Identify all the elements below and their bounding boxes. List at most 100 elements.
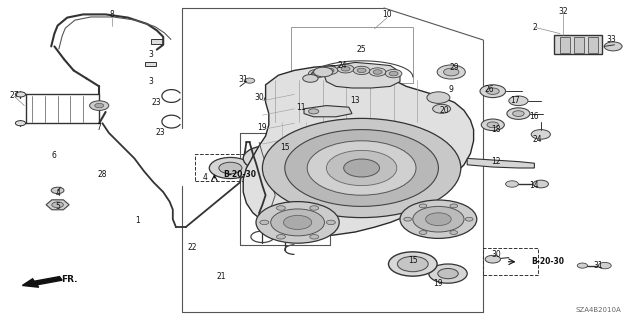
Circle shape bbox=[219, 162, 242, 174]
Circle shape bbox=[426, 213, 451, 226]
Bar bbox=[560, 37, 570, 53]
Text: 4: 4 bbox=[55, 189, 60, 198]
Text: 23: 23 bbox=[155, 128, 165, 137]
Text: 7: 7 bbox=[97, 124, 102, 132]
Circle shape bbox=[413, 206, 464, 232]
Text: 1: 1 bbox=[135, 216, 140, 225]
Circle shape bbox=[419, 204, 427, 208]
Text: 20: 20 bbox=[440, 106, 450, 115]
Text: 19: 19 bbox=[433, 279, 444, 288]
Circle shape bbox=[450, 231, 458, 235]
Text: 11: 11 bbox=[296, 103, 305, 112]
Circle shape bbox=[260, 220, 269, 225]
Circle shape bbox=[15, 121, 26, 126]
Text: 10: 10 bbox=[382, 10, 392, 19]
Text: 5: 5 bbox=[55, 202, 60, 211]
Circle shape bbox=[506, 181, 518, 187]
Text: 15: 15 bbox=[408, 256, 418, 265]
Circle shape bbox=[353, 66, 370, 75]
Circle shape bbox=[373, 70, 382, 74]
Circle shape bbox=[388, 252, 437, 276]
Circle shape bbox=[437, 65, 465, 79]
Circle shape bbox=[533, 180, 548, 188]
Text: 16: 16 bbox=[529, 112, 540, 121]
Text: 27: 27 bbox=[9, 92, 19, 100]
Text: 26: 26 bbox=[484, 85, 495, 94]
Text: 31: 31 bbox=[593, 261, 604, 270]
Text: 31: 31 bbox=[238, 76, 248, 84]
Text: 14: 14 bbox=[529, 181, 540, 190]
Text: 22: 22 bbox=[188, 244, 196, 252]
Bar bbox=[574, 37, 584, 53]
Text: 3: 3 bbox=[148, 50, 153, 59]
Text: 12: 12 bbox=[492, 157, 500, 166]
Circle shape bbox=[310, 206, 319, 210]
Polygon shape bbox=[323, 62, 400, 88]
Circle shape bbox=[444, 68, 459, 76]
Bar bbox=[588, 37, 598, 53]
Circle shape bbox=[480, 85, 506, 98]
Text: B-20-30: B-20-30 bbox=[223, 170, 257, 179]
Text: 4: 4 bbox=[202, 173, 207, 182]
Circle shape bbox=[284, 215, 312, 229]
Circle shape bbox=[244, 78, 255, 83]
Circle shape bbox=[450, 204, 458, 208]
Circle shape bbox=[481, 119, 504, 131]
Circle shape bbox=[308, 109, 319, 114]
Text: 6: 6 bbox=[52, 151, 57, 160]
Circle shape bbox=[307, 141, 416, 195]
Text: 24: 24 bbox=[532, 135, 543, 144]
Circle shape bbox=[507, 108, 530, 119]
Circle shape bbox=[271, 209, 324, 236]
Circle shape bbox=[397, 256, 428, 272]
Circle shape bbox=[303, 75, 318, 82]
Circle shape bbox=[465, 217, 473, 221]
Circle shape bbox=[285, 130, 438, 206]
Text: 30: 30 bbox=[491, 250, 501, 259]
Bar bbox=[195, 154, 250, 181]
Circle shape bbox=[357, 68, 366, 73]
Text: 30: 30 bbox=[254, 93, 264, 102]
Polygon shape bbox=[467, 158, 534, 168]
Circle shape bbox=[209, 157, 252, 179]
Circle shape bbox=[577, 263, 588, 268]
Circle shape bbox=[312, 71, 321, 76]
Circle shape bbox=[433, 104, 451, 113]
Circle shape bbox=[52, 202, 63, 208]
Circle shape bbox=[598, 262, 611, 269]
Text: 9: 9 bbox=[449, 85, 454, 94]
Circle shape bbox=[237, 171, 250, 178]
Text: SZA4B2010A: SZA4B2010A bbox=[575, 308, 621, 313]
Circle shape bbox=[51, 187, 64, 194]
Circle shape bbox=[486, 88, 499, 94]
Circle shape bbox=[326, 220, 335, 225]
Circle shape bbox=[264, 95, 280, 103]
Text: 2: 2 bbox=[532, 23, 537, 32]
Text: 25: 25 bbox=[356, 45, 367, 54]
Polygon shape bbox=[243, 66, 474, 235]
Circle shape bbox=[90, 101, 109, 110]
Circle shape bbox=[256, 202, 339, 243]
Circle shape bbox=[400, 200, 477, 238]
Circle shape bbox=[419, 231, 427, 235]
Text: 17: 17 bbox=[510, 96, 520, 105]
Circle shape bbox=[513, 111, 524, 116]
Circle shape bbox=[531, 130, 550, 139]
FancyArrow shape bbox=[22, 276, 62, 287]
Circle shape bbox=[15, 92, 26, 97]
Circle shape bbox=[308, 69, 325, 78]
Text: 18: 18 bbox=[492, 125, 500, 134]
Text: 8: 8 bbox=[109, 10, 115, 19]
Circle shape bbox=[404, 217, 412, 221]
Bar bbox=[554, 35, 602, 54]
Circle shape bbox=[276, 235, 285, 239]
Text: 3: 3 bbox=[148, 77, 153, 86]
Text: B-20-30: B-20-30 bbox=[531, 257, 564, 266]
Bar bbox=[483, 248, 538, 275]
Circle shape bbox=[337, 65, 354, 73]
Circle shape bbox=[344, 159, 380, 177]
Bar bbox=[145, 62, 156, 66]
Text: 21: 21 bbox=[216, 272, 225, 281]
Circle shape bbox=[485, 255, 500, 263]
Text: 24: 24 bbox=[337, 61, 348, 70]
